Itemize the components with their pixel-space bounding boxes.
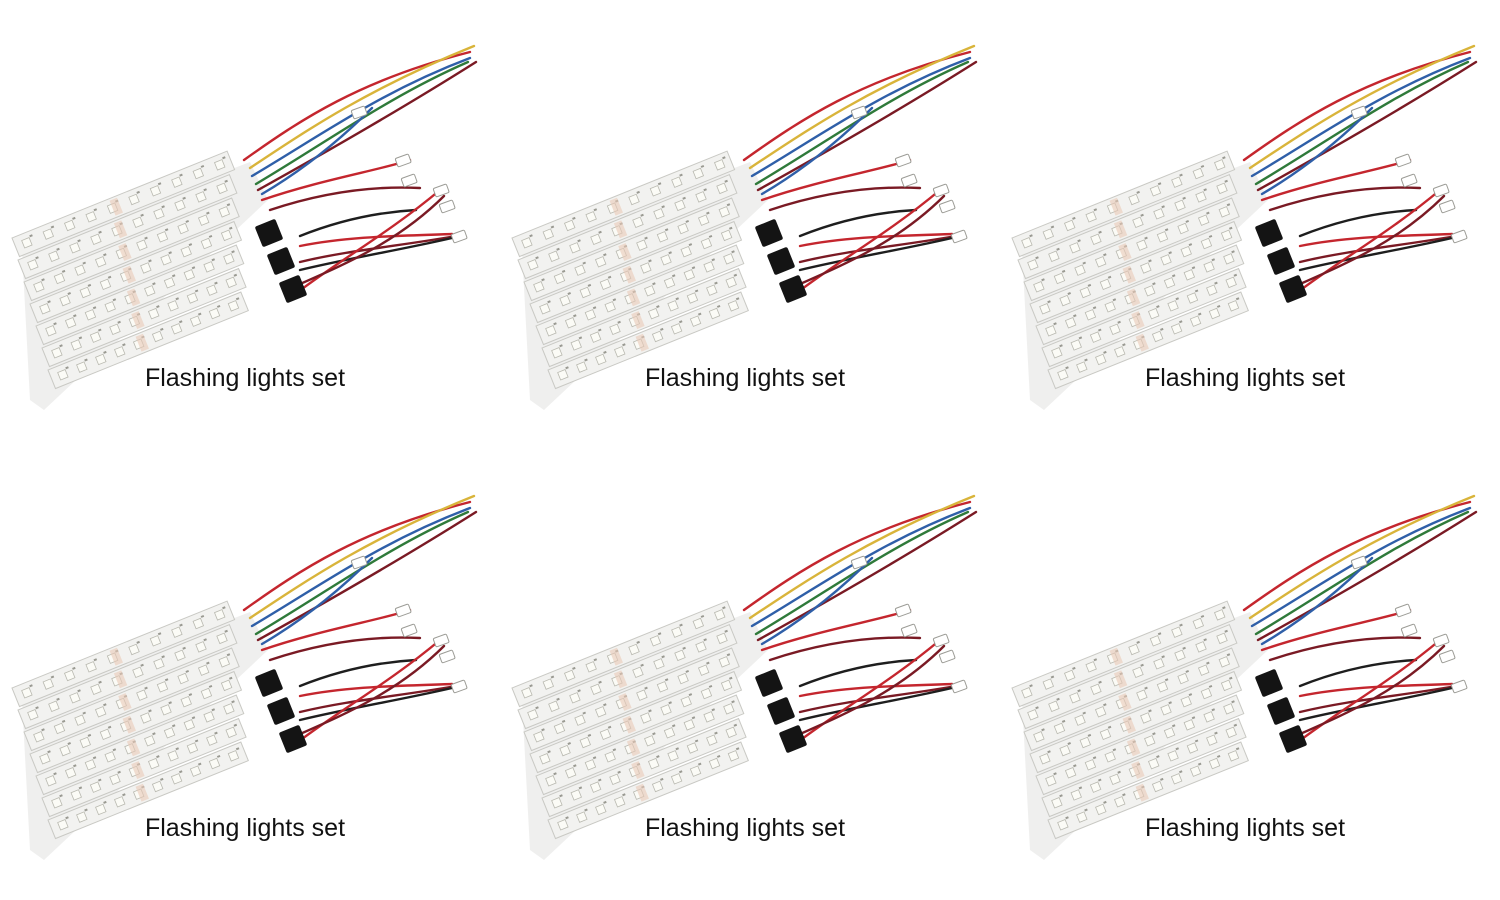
controller-boxes: [1255, 219, 1307, 303]
product-tile-3: Flashing lights set: [1000, 0, 1500, 450]
product-caption: Flashing lights set: [1144, 814, 1346, 842]
product-tile-1: Flashing lights set: [0, 0, 500, 450]
connector-group: [1350, 105, 1468, 244]
connector-group: [350, 105, 468, 244]
led-strips: [511, 600, 749, 840]
product-caption: Flashing lights set: [644, 364, 846, 392]
led-strip-set-image: [511, 494, 978, 860]
product-caption: Flashing lights set: [644, 814, 846, 842]
led-strips: [11, 150, 249, 390]
led-strip-set-image: [511, 44, 978, 410]
controller-boxes: [255, 219, 307, 303]
wire-bundle: [742, 44, 978, 294]
product-tile-2: Flashing lights set: [500, 0, 1000, 450]
led-strip-set-image: [1011, 44, 1478, 410]
product-caption: Flashing lights set: [144, 364, 346, 392]
led-strips: [1011, 600, 1249, 840]
connector-group: [850, 555, 968, 694]
led-strip-set-image: [1011, 494, 1478, 860]
product-tile-6: Flashing lights set: [1000, 450, 1500, 900]
led-strip-set-image: [11, 44, 478, 410]
product-tile-5: Flashing lights set: [500, 450, 1000, 900]
controller-boxes: [755, 219, 807, 303]
controller-boxes: [255, 669, 307, 753]
controller-boxes: [755, 669, 807, 753]
connector-group: [850, 105, 968, 244]
led-strips: [11, 600, 249, 840]
connector-group: [1350, 555, 1468, 694]
led-strip-set-image: [11, 494, 478, 860]
led-strips: [1011, 150, 1249, 390]
wire-bundle: [1242, 494, 1478, 744]
led-strips: [511, 150, 749, 390]
connector-group: [350, 555, 468, 694]
controller-boxes: [1255, 669, 1307, 753]
product-tile-4: Flashing lights set: [0, 450, 500, 900]
product-caption: Flashing lights set: [1144, 364, 1346, 392]
product-caption: Flashing lights set: [144, 814, 346, 842]
wire-bundle: [242, 44, 478, 294]
